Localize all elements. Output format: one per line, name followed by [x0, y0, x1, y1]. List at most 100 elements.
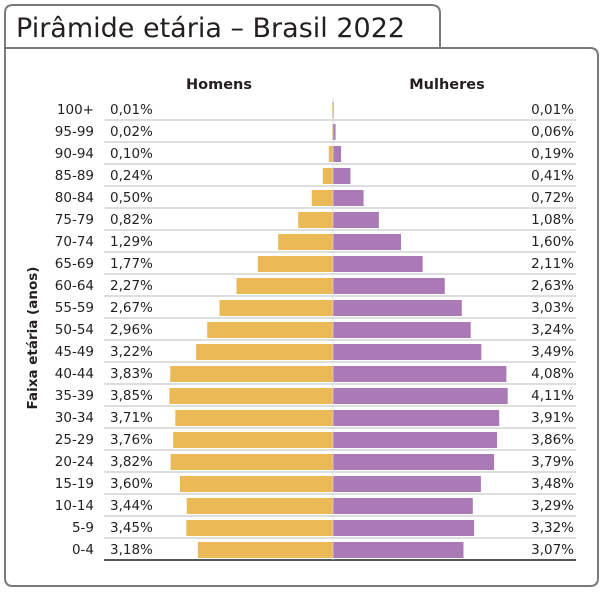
bar-women [333, 256, 423, 272]
bar-women [333, 234, 401, 250]
value-label-men: 2,96% [110, 322, 153, 338]
bar-women [333, 146, 342, 162]
bar-women [333, 388, 508, 404]
value-label-women: 1,60% [531, 234, 574, 250]
bar-women [333, 410, 500, 426]
value-label-women: 3,48% [531, 476, 574, 492]
value-label-women: 3,49% [531, 344, 574, 360]
bar-women [333, 344, 482, 360]
value-label-men: 0,02% [110, 124, 153, 140]
age-label: 30-34 [55, 410, 94, 426]
bar-men [298, 212, 333, 228]
age-label: 45-49 [55, 344, 94, 360]
value-label-men: 0,10% [110, 146, 153, 162]
value-label-men: 0,50% [110, 190, 153, 206]
chart-rows: 100+ 0,01% 0,01% 95-99 0,02% 0,06% 90-94 0,10% 0… [55, 98, 576, 561]
value-label-men: 2,67% [110, 300, 153, 316]
pyramid-chart: Pirâmide etária – Brasil 2022 Homens Mul… [4, 4, 599, 587]
bar-men [207, 322, 333, 338]
age-label: 20-24 [55, 454, 94, 470]
age-label: 65-69 [55, 256, 94, 272]
bar-women [333, 476, 481, 492]
bar-women [333, 190, 364, 206]
value-label-women: 0,06% [531, 124, 574, 140]
legend-women: Mulheres [409, 77, 485, 93]
bar-women [333, 498, 473, 514]
age-label: 100+ [57, 102, 94, 118]
legend-men: Homens [186, 77, 252, 93]
age-label: 0-4 [72, 542, 94, 558]
value-label-men: 3,82% [110, 454, 153, 470]
value-label-men: 3,71% [110, 410, 153, 426]
bar-men [169, 388, 333, 404]
bar-women [333, 454, 495, 470]
value-label-women: 3,79% [531, 454, 574, 470]
bar-men [257, 256, 333, 272]
value-label-men: 3,18% [110, 542, 153, 558]
bar-men [311, 190, 333, 206]
bar-women [333, 542, 464, 558]
bar-women [333, 322, 471, 338]
value-label-women: 4,08% [531, 366, 574, 382]
value-label-women: 1,08% [531, 212, 574, 228]
bar-men [197, 542, 333, 558]
bar-women [333, 168, 351, 184]
bar-men [170, 454, 333, 470]
value-label-men: 1,77% [110, 256, 153, 272]
bar-men [170, 366, 333, 382]
value-label-women: 3,07% [531, 542, 574, 558]
age-label: 60-64 [55, 278, 94, 294]
age-label: 15-19 [55, 476, 94, 492]
bar-women [333, 124, 336, 140]
bar-men [278, 234, 333, 250]
value-label-women: 2,11% [531, 256, 574, 272]
age-label: 70-74 [55, 234, 94, 250]
value-label-men: 3,45% [110, 520, 153, 536]
bar-women [333, 432, 498, 448]
bar-women [333, 212, 379, 228]
age-label: 95-99 [55, 124, 94, 140]
value-label-men: 0,01% [110, 102, 153, 118]
bar-women [333, 278, 445, 294]
y-axis-label: Faixa etária (anos) [25, 267, 41, 410]
age-label: 35-39 [55, 388, 94, 404]
age-label: 40-44 [55, 366, 94, 382]
age-label: 50-54 [55, 322, 94, 338]
value-label-men: 1,29% [110, 234, 153, 250]
value-label-women: 3,86% [531, 432, 574, 448]
bar-men [332, 124, 333, 140]
chart-title: Pirâmide etária – Brasil 2022 [16, 13, 405, 44]
bar-men [236, 278, 333, 294]
value-label-men: 3,44% [110, 498, 153, 514]
age-label: 25-29 [55, 432, 94, 448]
bar-men [173, 432, 333, 448]
value-label-men: 0,82% [110, 212, 153, 228]
value-label-men: 3,85% [110, 388, 153, 404]
value-label-women: 3,03% [531, 300, 574, 316]
age-label: 90-94 [55, 146, 94, 162]
bar-men [219, 300, 333, 316]
value-label-women: 0,01% [531, 102, 574, 118]
value-label-men: 2,27% [110, 278, 153, 294]
value-label-women: 3,24% [531, 322, 574, 338]
bar-men [322, 168, 333, 184]
bar-women [333, 300, 462, 316]
value-label-men: 3,22% [110, 344, 153, 360]
bar-women [333, 520, 475, 536]
bar-women [333, 366, 507, 382]
bar-men [196, 344, 333, 360]
age-label: 5-9 [72, 520, 94, 536]
age-label: 10-14 [55, 498, 94, 514]
bar-men [328, 146, 333, 162]
age-label: 80-84 [55, 190, 94, 206]
value-label-women: 2,63% [531, 278, 574, 294]
value-label-women: 0,41% [531, 168, 574, 184]
value-label-men: 3,83% [110, 366, 153, 382]
bar-men [180, 476, 333, 492]
bar-men [175, 410, 333, 426]
value-label-men: 3,60% [110, 476, 153, 492]
bar-men [186, 498, 333, 514]
value-label-women: 3,32% [531, 520, 574, 536]
value-label-men: 0,24% [110, 168, 153, 184]
age-label: 55-59 [55, 300, 94, 316]
